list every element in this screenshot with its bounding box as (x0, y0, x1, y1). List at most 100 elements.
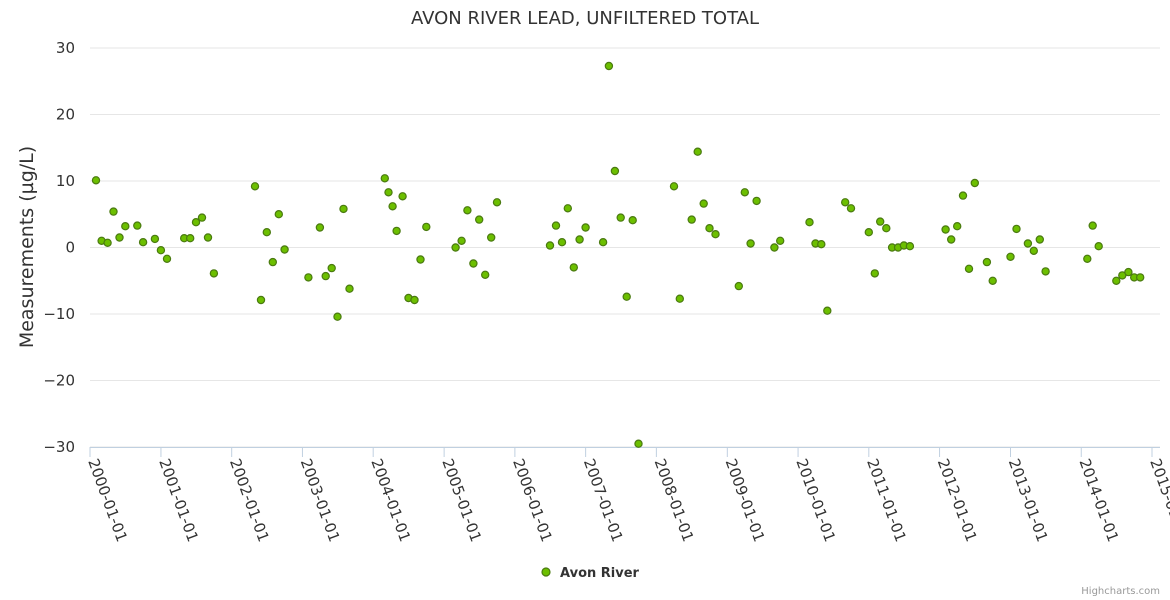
data-point[interactable] (958, 191, 968, 200)
data-point[interactable] (817, 239, 826, 249)
data-point[interactable] (138, 237, 148, 247)
data-point[interactable] (941, 225, 950, 234)
data-point[interactable] (345, 284, 354, 293)
data-point[interactable] (675, 294, 685, 303)
data-point[interactable] (451, 243, 460, 252)
data-point[interactable] (1135, 273, 1145, 282)
data-point[interactable] (457, 236, 466, 245)
data-point[interactable] (1124, 267, 1133, 277)
data-point[interactable] (384, 188, 393, 197)
data-point[interactable] (970, 178, 980, 188)
data-point[interactable] (1006, 252, 1015, 261)
data-point[interactable] (687, 215, 696, 224)
data-point[interactable] (268, 257, 277, 267)
data-point[interactable] (982, 257, 992, 267)
legend-item-avon-river[interactable]: Avon River (560, 566, 640, 581)
data-point[interactable] (150, 234, 160, 244)
data-point[interactable] (876, 217, 885, 226)
data-point[interactable] (1041, 267, 1050, 276)
data-point[interactable] (392, 226, 401, 236)
data-point[interactable] (610, 166, 620, 176)
data-point[interactable] (776, 236, 785, 245)
data-point[interactable] (333, 312, 342, 321)
data-point[interactable] (315, 223, 325, 232)
data-point[interactable] (133, 221, 142, 230)
data-point[interactable] (327, 263, 336, 273)
data-point[interactable] (622, 292, 631, 301)
data-point[interactable] (734, 281, 744, 291)
data-point[interactable] (634, 439, 643, 448)
data-point[interactable] (262, 227, 271, 237)
data-point[interactable] (1035, 235, 1045, 244)
data-point[interactable] (410, 295, 419, 305)
data-point[interactable] (416, 255, 425, 264)
data-point[interactable] (870, 269, 880, 278)
data-point[interactable] (882, 223, 891, 233)
data-point[interactable] (628, 215, 637, 225)
data-point[interactable] (162, 254, 172, 263)
data-point[interactable] (846, 204, 856, 213)
data-point[interactable] (109, 207, 118, 216)
data-point[interactable] (280, 245, 289, 254)
data-point[interactable] (191, 217, 201, 227)
data-point[interactable] (1023, 239, 1033, 248)
data-point[interactable] (274, 209, 283, 219)
data-point[interactable] (103, 238, 112, 247)
data-point[interactable] (557, 237, 567, 247)
data-point[interactable] (463, 206, 472, 215)
data-point[interactable] (487, 233, 496, 242)
data-point[interactable] (752, 196, 761, 206)
data-point[interactable] (598, 237, 608, 247)
data-point[interactable] (551, 221, 561, 230)
data-point[interactable] (185, 233, 195, 243)
data-point[interactable] (805, 217, 814, 227)
data-point[interactable] (256, 295, 266, 305)
data-point[interactable] (209, 269, 219, 278)
data-point[interactable] (380, 174, 389, 183)
data-point[interactable] (1094, 241, 1103, 251)
data-point[interactable] (569, 263, 579, 272)
data-point[interactable] (492, 198, 502, 207)
data-point[interactable] (953, 221, 962, 231)
data-point[interactable] (304, 273, 313, 282)
data-point[interactable] (746, 239, 755, 248)
data-point[interactable] (422, 222, 431, 232)
data-point[interactable] (115, 233, 124, 242)
data-point[interactable] (988, 276, 997, 285)
data-point[interactable] (398, 192, 407, 201)
data-point[interactable] (475, 215, 484, 224)
data-point[interactable] (693, 147, 702, 156)
data-point[interactable] (905, 241, 915, 251)
data-point[interactable] (1012, 224, 1021, 234)
legend[interactable]: Avon River (541, 566, 640, 581)
data-point[interactable] (947, 235, 956, 244)
data-point[interactable] (121, 221, 130, 231)
data-point[interactable] (1112, 276, 1121, 285)
data-point[interactable] (321, 271, 330, 281)
data-point[interactable] (823, 306, 832, 315)
data-point[interactable] (964, 264, 974, 273)
data-point[interactable] (581, 223, 590, 232)
data-point[interactable] (545, 241, 555, 250)
data-point[interactable] (1029, 246, 1039, 255)
data-point[interactable] (388, 202, 397, 211)
data-point[interactable] (711, 229, 720, 239)
data-point[interactable] (203, 233, 213, 242)
data-point[interactable] (669, 182, 679, 191)
series-avon-river[interactable] (91, 61, 1145, 448)
data-point[interactable] (197, 213, 207, 222)
credits-link[interactable]: Highcharts.com (1081, 586, 1160, 597)
data-point[interactable] (864, 227, 874, 237)
data-point[interactable] (1083, 254, 1092, 263)
data-point[interactable] (841, 198, 850, 207)
data-point[interactable] (604, 61, 614, 71)
data-point[interactable] (705, 223, 714, 233)
data-point[interactable] (469, 259, 478, 268)
data-point[interactable] (339, 204, 348, 214)
data-point[interactable] (616, 213, 625, 222)
data-point[interactable] (740, 188, 750, 197)
data-point[interactable] (699, 199, 708, 208)
data-point[interactable] (250, 182, 260, 191)
data-point[interactable] (563, 204, 573, 213)
data-point[interactable] (481, 270, 490, 279)
